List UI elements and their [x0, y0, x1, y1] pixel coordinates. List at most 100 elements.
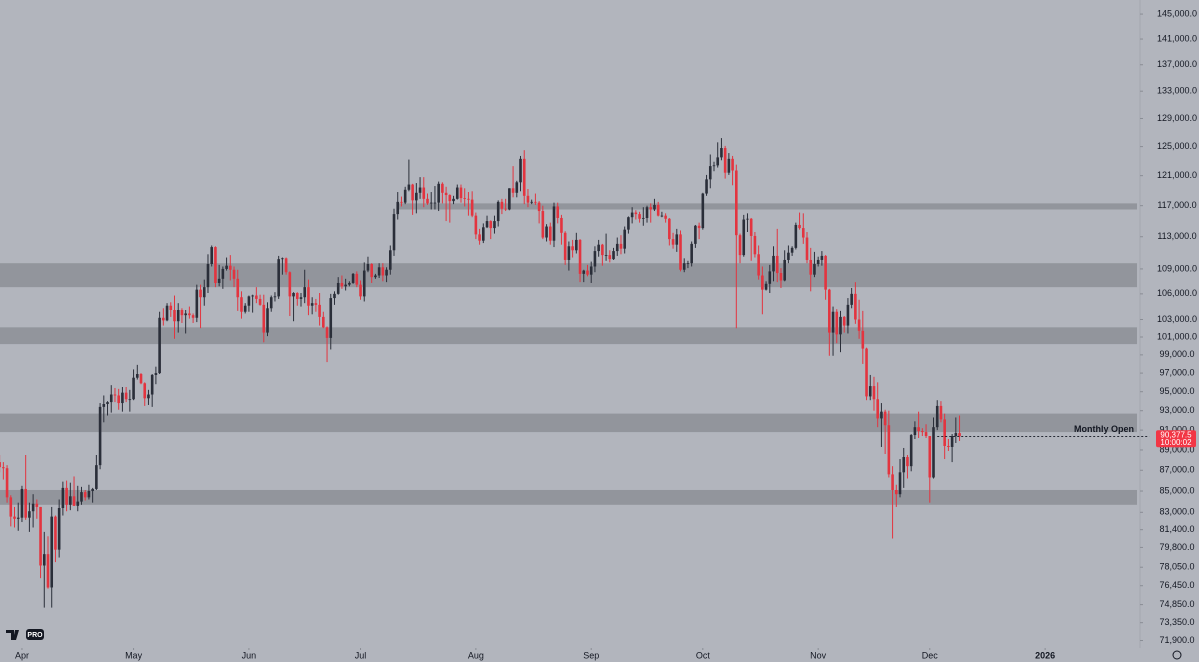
candle-body [229, 265, 232, 270]
y-tick-label: 78,050.0 [1159, 562, 1194, 572]
candle-body [102, 404, 106, 407]
y-tick-label: 71,900.0 [1159, 635, 1194, 645]
y-tick-label: 125,000.0 [1157, 141, 1197, 151]
candle-body [567, 246, 571, 260]
candle-body [742, 219, 746, 256]
x-tick-label: Aug [468, 650, 484, 660]
candle-body [403, 189, 407, 203]
candle-body [504, 208, 507, 210]
candle-body [764, 283, 768, 290]
candle-body [31, 503, 35, 512]
candle-body [720, 148, 723, 158]
candle-body [787, 252, 790, 260]
candle-body [407, 184, 411, 190]
candle-body [202, 287, 206, 298]
candle-body [106, 402, 109, 405]
candle-body [295, 293, 299, 299]
candle-body [121, 392, 124, 404]
candle-body [128, 399, 132, 401]
y-tick-label: 145,000.0 [1157, 8, 1197, 18]
candle-body [98, 406, 102, 466]
candle-body [790, 247, 794, 253]
candle-body [470, 199, 474, 216]
candle-body [560, 217, 563, 233]
candle-body [627, 217, 630, 230]
candle-body [344, 284, 347, 287]
candle-body [924, 432, 928, 437]
candle-body [950, 436, 954, 447]
candle-body [753, 235, 757, 255]
x-tick-label: 2026 [1035, 650, 1055, 660]
candle-body [426, 198, 429, 204]
candle-body [846, 304, 850, 326]
y-tick-label: 117,000.0 [1157, 200, 1196, 210]
candle-body [188, 313, 191, 316]
candle-body [474, 215, 478, 235]
candle-body [705, 179, 708, 194]
candle-body [571, 246, 574, 251]
candle-body [76, 501, 80, 506]
candle-body [615, 243, 619, 252]
candle-body [411, 184, 414, 201]
candle-body [247, 296, 251, 306]
candle-body [135, 374, 139, 378]
candle-body [768, 271, 772, 284]
candle-body [273, 296, 277, 298]
candle-body [679, 234, 682, 270]
candle-body [5, 468, 9, 498]
candle-body [894, 489, 898, 495]
y-tick-label: 113,000.0 [1157, 231, 1196, 241]
candle-body [169, 305, 173, 311]
y-tick-label: 99,000.0 [1159, 349, 1194, 359]
candle-body [586, 270, 589, 275]
candle-body [210, 247, 214, 265]
candle-body [660, 215, 664, 217]
candle-body [831, 311, 835, 333]
candle-body [158, 317, 161, 374]
candle-body [630, 212, 634, 218]
candle-body [236, 278, 240, 298]
y-tick-label: 109,000.0 [1157, 263, 1197, 273]
candle-body [478, 234, 481, 241]
candle-body [217, 278, 221, 283]
candle-body [377, 267, 381, 276]
candle-body [269, 297, 273, 309]
x-tick-label: Oct [696, 650, 711, 660]
candle-body [906, 457, 909, 467]
y-tick-label: 74,850.0 [1159, 599, 1194, 609]
candle-body [883, 411, 887, 426]
candle-body [850, 293, 853, 305]
candle-body [307, 287, 310, 306]
candle-body [180, 310, 184, 316]
candle-body [240, 297, 243, 312]
candle-body [842, 316, 846, 326]
candle-body [437, 183, 440, 203]
candle-body [318, 304, 321, 317]
candle-body [943, 419, 946, 446]
y-tick-label: 137,000.0 [1157, 59, 1197, 69]
candle-body [828, 289, 831, 333]
candle-body [835, 311, 839, 335]
candle-body [400, 201, 403, 203]
candle-body [69, 496, 72, 505]
candle-body [340, 282, 344, 287]
candle-body [91, 488, 94, 492]
settings-icon[interactable] [1172, 650, 1182, 660]
candle-body [612, 251, 615, 260]
candle-body [578, 239, 582, 274]
candle-body [325, 327, 329, 338]
logo: PRO [6, 629, 44, 640]
candle-body [214, 247, 217, 283]
y-tick-label: 87,000.0 [1159, 465, 1194, 475]
candle-body [28, 511, 31, 518]
x-tick-label: Jun [242, 650, 257, 660]
y-tick-label: 106,000.0 [1157, 288, 1197, 298]
candle-body [865, 348, 868, 397]
candle-body [682, 263, 686, 270]
candle-body [429, 202, 433, 204]
candle-body [735, 170, 738, 236]
candle-body [288, 272, 292, 297]
candle-body [54, 516, 57, 550]
price-tag [1156, 430, 1196, 448]
candle-body [575, 239, 578, 251]
